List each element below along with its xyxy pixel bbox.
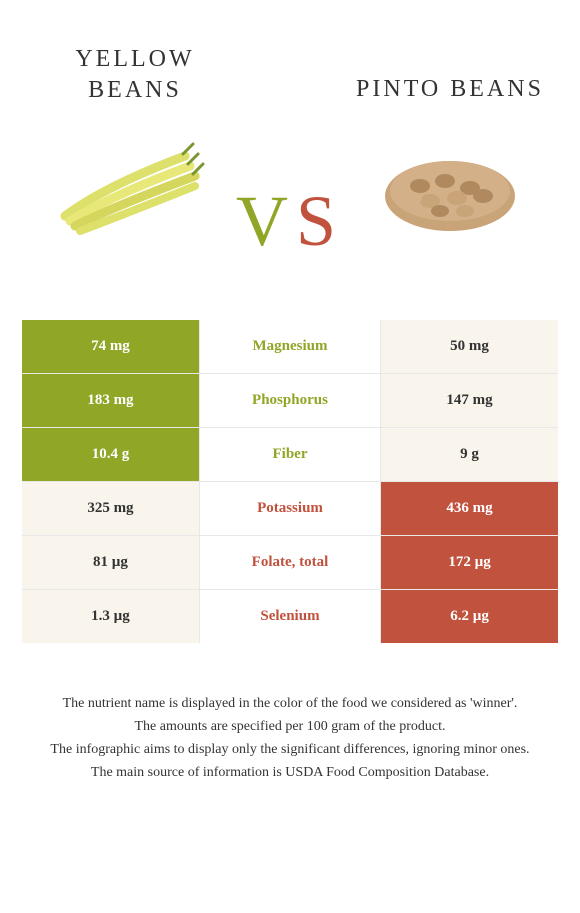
footer-line-2: The amounts are specified per 100 gram o…: [25, 716, 555, 737]
nutrient-label: Magnesium: [199, 320, 381, 374]
food-left-block: YELLOW BEANS: [30, 44, 230, 246]
footer-text: The nutrient name is displayed in the co…: [0, 643, 580, 805]
nutrient-label: Fiber: [199, 428, 381, 482]
footer-line-4: The main source of information is USDA F…: [25, 762, 555, 783]
nutrient-label: Selenium: [199, 590, 381, 643]
nutrient-row: 81 µgFolate, total172 µg: [22, 536, 558, 590]
nutrient-row: 325 mgPotassium436 mg: [22, 482, 558, 536]
vs-label: VS: [236, 180, 344, 263]
nutrient-right-value: 172 µg: [381, 536, 558, 590]
vs-v-letter: V: [236, 181, 296, 261]
nutrient-left-value: 1.3 µg: [22, 590, 199, 643]
nutrient-right-value: 9 g: [381, 428, 558, 482]
food-left-title: YELLOW BEANS: [40, 44, 230, 106]
nutrient-right-value: 436 mg: [381, 482, 558, 536]
nutrient-left-value: 325 mg: [22, 482, 199, 536]
footer-line-1: The nutrient name is displayed in the co…: [25, 693, 555, 714]
nutrient-table-container: 74 mgMagnesium50 mg183 mgPhosphorus147 m…: [0, 320, 580, 643]
pinto-beans-icon: [365, 126, 535, 246]
nutrient-row: 183 mgPhosphorus147 mg: [22, 374, 558, 428]
nutrient-left-value: 81 µg: [22, 536, 199, 590]
nutrient-row: 10.4 gFiber9 g: [22, 428, 558, 482]
footer-line-3: The infographic aims to display only the…: [25, 739, 555, 760]
nutrient-table: 74 mgMagnesium50 mg183 mgPhosphorus147 m…: [22, 320, 558, 643]
nutrient-left-value: 10.4 g: [22, 428, 199, 482]
nutrient-left-value: 74 mg: [22, 320, 199, 374]
nutrient-label: Potassium: [199, 482, 381, 536]
yellow-beans-icon: [45, 126, 215, 246]
nutrient-right-value: 50 mg: [381, 320, 558, 374]
nutrient-right-value: 6.2 µg: [381, 590, 558, 643]
vs-s-letter: S: [296, 181, 344, 261]
nutrient-row: 1.3 µgSelenium6.2 µg: [22, 590, 558, 643]
nutrient-label: Phosphorus: [199, 374, 381, 428]
nutrient-left-value: 183 mg: [22, 374, 199, 428]
nutrient-label: Folate, total: [199, 536, 381, 590]
nutrient-row: 74 mgMagnesium50 mg: [22, 320, 558, 374]
food-right-block: PINTO BEANS: [350, 44, 550, 245]
nutrient-right-value: 147 mg: [381, 374, 558, 428]
food-right-title: PINTO BEANS: [356, 74, 544, 105]
header: YELLOW BEANS VS PINTO BEANS: [0, 0, 580, 280]
